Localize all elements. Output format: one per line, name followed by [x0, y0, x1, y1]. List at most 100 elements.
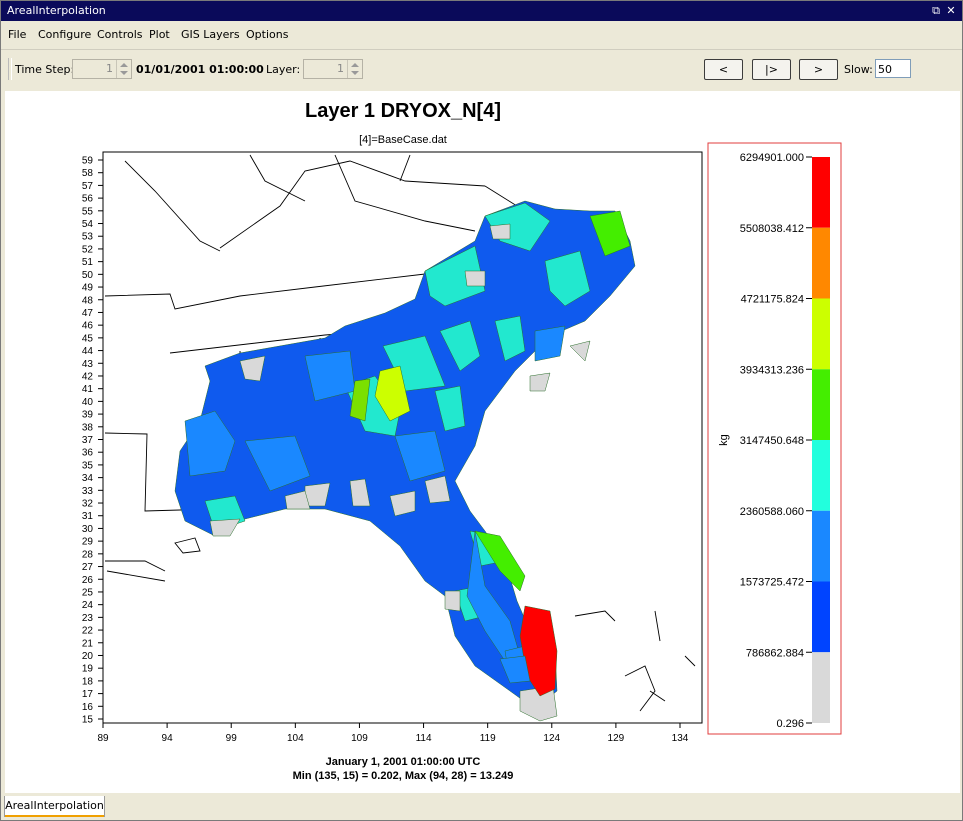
- y-tick-label: 43: [82, 359, 94, 370]
- layer-value: 1: [337, 62, 344, 75]
- slow-label: Slow:: [844, 63, 873, 76]
- menu-options[interactable]: Options: [246, 28, 289, 41]
- window-title: ArealInterpolation: [7, 4, 106, 17]
- legend-unit-label: kg: [718, 434, 730, 446]
- previous-step-button[interactable]: <: [704, 59, 743, 80]
- y-axis: 1516171819202122232425262728293031323334…: [82, 156, 103, 726]
- y-tick-label: 45: [82, 333, 94, 344]
- slow-input[interactable]: 50: [875, 59, 911, 78]
- y-tick-label: 48: [82, 295, 94, 306]
- y-tick-label: 31: [82, 511, 94, 522]
- y-tick-label: 24: [82, 600, 94, 611]
- legend-label: 1573725.472: [740, 577, 804, 589]
- y-tick-label: 38: [82, 422, 94, 433]
- y-tick-label: 42: [82, 371, 94, 382]
- x-tick-label: 119: [480, 733, 496, 744]
- legend-swatch: [812, 369, 830, 440]
- y-tick-label: 26: [82, 575, 94, 586]
- y-tick-label: 34: [82, 473, 94, 484]
- restore-icon[interactable]: ⧉: [932, 4, 940, 17]
- menu-plot[interactable]: Plot: [149, 28, 170, 41]
- layer-spinner[interactable]: 1: [303, 59, 363, 79]
- x-tick-label: 114: [416, 733, 432, 744]
- x-axis: 89 94 99 104 109 114 119 124 129 134: [97, 723, 689, 744]
- legend-swatch: [812, 157, 830, 228]
- y-tick-label: 49: [82, 283, 94, 294]
- y-tick-label: 52: [82, 244, 94, 255]
- y-tick-label: 54: [82, 219, 94, 230]
- plot-footer-minmax: Min (135, 15) = 0.202, Max (94, 28) = 13…: [293, 770, 514, 782]
- legend-swatch: [812, 581, 830, 653]
- color-legend: 6294901.000 5508038.412 4721175.824 3934313…: [740, 152, 830, 730]
- play-button[interactable]: |>: [752, 59, 791, 80]
- y-tick-label: 20: [82, 651, 94, 662]
- y-tick-label: 56: [82, 194, 94, 205]
- spinner-arrows-icon[interactable]: [347, 60, 362, 78]
- legend-label: 0.296: [776, 718, 804, 730]
- menu-file[interactable]: File: [8, 28, 27, 41]
- y-tick-label: 46: [82, 321, 94, 332]
- y-tick-label: 29: [82, 537, 94, 548]
- tab-arealinterpolation[interactable]: ArealInterpolation: [4, 796, 105, 817]
- y-tick-label: 50: [82, 270, 94, 281]
- legend-label: 5508038.412: [740, 223, 804, 235]
- x-tick-label: 94: [162, 733, 174, 744]
- y-tick-label: 39: [82, 410, 94, 421]
- legend-label: 4721175.824: [741, 294, 804, 306]
- x-tick-label: 104: [287, 733, 304, 744]
- legend-label: 3147450.648: [740, 435, 804, 447]
- y-tick-label: 28: [82, 549, 94, 560]
- menu-gis-layers[interactable]: GIS Layers: [181, 28, 240, 41]
- y-tick-label: 30: [82, 524, 94, 535]
- x-tick-label: 124: [543, 733, 560, 744]
- time-step-label: Time Step:: [15, 63, 75, 76]
- time-step-value: 1: [106, 62, 113, 75]
- legend-label: 786862.884: [746, 647, 804, 659]
- menu-controls[interactable]: Controls: [97, 28, 143, 41]
- y-tick-label: 21: [82, 638, 94, 649]
- legend-swatch: [812, 440, 830, 511]
- y-tick-label: 47: [82, 308, 94, 319]
- y-tick-label: 36: [82, 448, 94, 459]
- time-step-spinner[interactable]: 1: [72, 59, 132, 79]
- map-plot[interactable]: Layer 1 DRYOX_N[4] [4]=BaseCase.dat: [5, 91, 960, 793]
- menu-configure[interactable]: Configure: [38, 28, 92, 41]
- y-tick-label: 35: [82, 460, 94, 471]
- y-tick-label: 16: [82, 702, 94, 713]
- layer-label: Layer:: [266, 63, 301, 76]
- watershed-regions: [174, 200, 636, 722]
- spinner-arrows-icon[interactable]: [116, 60, 131, 78]
- legend-swatch: [812, 298, 830, 370]
- plot-footer-date: January 1, 2001 01:00:00 UTC: [326, 756, 481, 768]
- x-tick-label: 89: [97, 733, 109, 744]
- y-tick-label: 55: [82, 206, 94, 217]
- legend-swatch: [812, 652, 830, 723]
- y-tick-label: 15: [82, 715, 94, 726]
- next-step-button[interactable]: >: [799, 59, 838, 80]
- y-tick-label: 32: [82, 499, 94, 510]
- legend-swatch: [812, 227, 830, 299]
- y-tick-label: 37: [82, 435, 94, 446]
- y-tick-label: 57: [82, 181, 94, 192]
- y-tick-label: 41: [82, 384, 94, 395]
- bottom-tab-strip: ArealInterpolation: [1, 796, 962, 820]
- y-tick-label: 27: [82, 562, 94, 573]
- x-tick-label: 129: [608, 733, 625, 744]
- title-bar: ArealInterpolation ⧉ ✕: [1, 1, 962, 21]
- y-tick-label: 19: [82, 664, 94, 675]
- y-tick-label: 17: [82, 689, 94, 700]
- plot-title: Layer 1 DRYOX_N[4]: [305, 100, 501, 122]
- y-tick-label: 44: [82, 346, 94, 357]
- y-tick-label: 18: [82, 676, 94, 687]
- x-tick-label: 134: [672, 733, 689, 744]
- toolbar-grip: [8, 58, 12, 80]
- plot-panel: Layer 1 DRYOX_N[4] [4]=BaseCase.dat: [5, 91, 960, 793]
- y-tick-label: 33: [82, 486, 94, 497]
- close-icon[interactable]: ✕: [946, 4, 956, 17]
- y-tick-label: 25: [82, 587, 94, 598]
- x-tick-label: 99: [226, 733, 238, 744]
- y-tick-label: 59: [82, 156, 94, 167]
- y-tick-label: 40: [82, 397, 94, 408]
- y-tick-label: 51: [82, 257, 94, 268]
